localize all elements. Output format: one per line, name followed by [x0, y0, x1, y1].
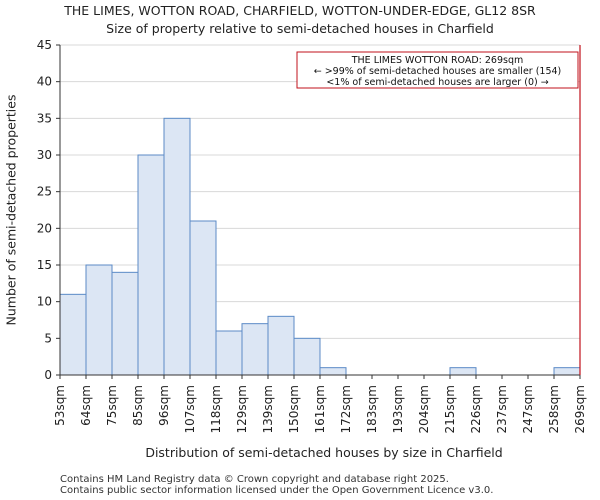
x-tick-label: 258sqm — [547, 385, 561, 433]
y-tick-label: 10 — [37, 295, 52, 309]
x-tick-label: 215sqm — [443, 385, 457, 433]
bar-53sqm — [59, 293, 87, 376]
x-tick-label: 118sqm — [209, 385, 223, 433]
y-tick-label: 0 — [44, 368, 52, 382]
x-tick-label: 150sqm — [287, 385, 301, 433]
x-tick-label: 107sqm — [183, 385, 197, 433]
bar-85sqm — [137, 154, 165, 376]
x-tick-label: 53sqm — [53, 385, 67, 426]
footer-licence: Contains public sector information licen… — [60, 485, 494, 496]
y-tick-label: 45 — [37, 38, 52, 52]
annotation-line-1: THE LIMES WOTTON ROAD: 269sqm — [351, 55, 524, 66]
bar-75sqm — [111, 271, 139, 376]
bar-96sqm — [163, 117, 191, 376]
y-tick-label: 5 — [44, 331, 52, 345]
bar-150sqm — [293, 337, 321, 376]
annotation-box: THE LIMES WOTTON ROAD: 269sqm← >99% of s… — [296, 51, 579, 89]
annotation-frame — [296, 51, 579, 89]
x-tick-label: 247sqm — [521, 385, 535, 433]
x-tick-label: 193sqm — [391, 385, 405, 433]
footer-copyright: Contains HM Land Registry data © Crown c… — [60, 474, 449, 485]
x-tick-label: 204sqm — [417, 385, 431, 433]
chart-subtitle: Size of property relative to semi-detach… — [106, 21, 494, 36]
bar-161sqm — [319, 367, 347, 376]
bar-258sqm — [553, 367, 581, 376]
x-axis-label: Distribution of semi-detached houses by … — [145, 445, 502, 460]
x-axis-ticks: 53sqm 64sqm 75sqm 85sqm 96sqm 107sqm 118sqm 129… — [53, 375, 587, 433]
y-tick-label: 30 — [37, 148, 52, 162]
chart-title-address: THE LIMES, WOTTON ROAD, CHARFIELD, WOTTO… — [64, 3, 536, 18]
y-tick-label: 35 — [37, 111, 52, 125]
bar-129sqm — [241, 323, 269, 376]
x-tick-label: 75sqm — [105, 385, 119, 426]
x-tick-label: 269sqm — [573, 385, 587, 433]
x-tick-label: 139sqm — [261, 385, 275, 433]
bar-107sqm — [189, 220, 217, 376]
x-tick-label: 237sqm — [495, 385, 509, 433]
y-tick-label: 40 — [37, 75, 52, 89]
y-tick-label: 20 — [37, 221, 52, 235]
y-tick-label: 15 — [37, 258, 52, 272]
x-tick-label: 96sqm — [157, 385, 171, 426]
bar-139sqm — [267, 315, 295, 376]
x-tick-label: 226sqm — [469, 385, 483, 433]
annotation-line-2: ← >99% of semi-detached houses are small… — [314, 66, 562, 77]
x-tick-label: 161sqm — [313, 385, 327, 433]
x-tick-label: 183sqm — [365, 385, 379, 433]
x-tick-label: 129sqm — [235, 385, 249, 433]
y-axis-ticks: 0 5 10 15 20 25 30 35 40 45 — [37, 38, 60, 382]
bar-215sqm — [449, 367, 477, 376]
x-tick-label: 64sqm — [79, 385, 93, 426]
y-axis-label: Number of semi-detached properties — [4, 95, 19, 326]
bars — [59, 117, 581, 376]
x-tick-label: 85sqm — [131, 385, 145, 426]
x-tick-label: 172sqm — [339, 385, 353, 433]
y-tick-label: 25 — [37, 185, 52, 199]
bar-64sqm — [85, 264, 113, 376]
annotation-line-3: <1% of semi-detached houses are larger (… — [326, 77, 548, 88]
bar-118sqm — [215, 330, 243, 376]
